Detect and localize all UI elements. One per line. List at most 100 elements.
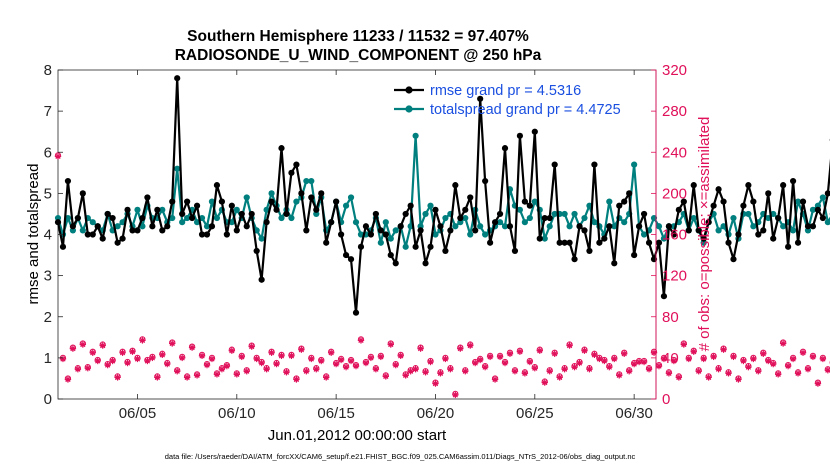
rmse-point: [99, 235, 106, 242]
obs-assimilated-point: [625, 368, 633, 375]
obs-assimilated-point: [536, 347, 543, 354]
rmse-point: [218, 198, 226, 205]
rmse-point: [159, 227, 166, 234]
rmse-point: [750, 198, 757, 205]
totalspread-point: [412, 132, 419, 139]
totalspread-point: [655, 223, 663, 230]
totalspread-point: [258, 235, 265, 242]
rmse-point: [730, 256, 737, 263]
obs-assimilated-point: [447, 365, 454, 373]
rmse-point: [129, 227, 136, 234]
rmse-point: [347, 256, 355, 263]
rmse-point: [342, 251, 350, 259]
rmse-point: [770, 235, 777, 242]
obs-assimilated-point: [755, 368, 762, 375]
rmse-point: [824, 190, 830, 197]
totalspread-point: [720, 223, 727, 230]
obs-assimilated-point: [819, 355, 827, 363]
y2-tick-label: 280: [662, 103, 687, 120]
x-axis: 06/05 06/10 06/15 06/20 06/25 06/30: [119, 70, 653, 422]
obs-assimilated-point: [496, 353, 504, 361]
rmse-point: [397, 223, 404, 230]
rmse-point: [243, 223, 250, 230]
obs-assimilated-point: [730, 353, 737, 361]
obs-assimilated-point: [178, 354, 186, 362]
obs-assimilated-point: [760, 350, 767, 357]
obs-assimilated-point: [303, 368, 310, 375]
obs-assimilated-point: [164, 360, 171, 368]
obs-assimilated-point: [814, 380, 822, 387]
rmse-point: [467, 194, 474, 201]
totalspread-point: [288, 214, 295, 222]
totalspread-point: [377, 239, 384, 246]
rmse-point: [417, 227, 424, 234]
rmse-point: [392, 260, 399, 267]
obs-assimilated-point: [293, 376, 300, 383]
obs-assimilated-point: [238, 353, 245, 361]
rmse-point: [685, 227, 692, 234]
obs-assimilated-point: [611, 355, 618, 363]
obs-assimilated-point: [581, 347, 588, 354]
obs-assimilated-point: [655, 362, 663, 370]
rmse-point: [238, 210, 245, 218]
totalspread-point: [591, 219, 598, 226]
rmse-point: [819, 214, 826, 222]
rmse-point: [725, 239, 732, 246]
obs-assimilated-point: [720, 346, 727, 353]
obs-assimilated-point: [685, 355, 692, 363]
totalspread-point: [392, 227, 399, 234]
rmse-point: [114, 239, 121, 246]
rmse-point: [213, 182, 221, 189]
obs-assimilated-point: [79, 341, 87, 348]
obs-assimilated-point: [109, 357, 116, 365]
y2-tick-label: 80: [662, 309, 679, 326]
rmse-point: [551, 161, 558, 168]
rmse-point: [109, 214, 116, 222]
obs-assimilated-point: [258, 359, 265, 367]
y-tick-label: 7: [44, 103, 52, 120]
obs-assimilated-point: [149, 354, 156, 362]
obs-assimilated-point: [357, 337, 365, 344]
x-tick-label: 06/05: [119, 405, 157, 422]
totalspread-point: [809, 206, 817, 213]
rmse-point: [293, 161, 300, 168]
rmse-point: [457, 214, 464, 222]
rmse-point: [69, 223, 77, 230]
rmse-point: [437, 223, 444, 230]
rmse-point: [308, 194, 315, 201]
obs-assimilated-point: [218, 365, 226, 373]
obs-assimilated-point: [342, 363, 350, 371]
rmse-point: [84, 231, 91, 238]
rmse-point: [482, 177, 489, 185]
totalspread-point: [174, 165, 181, 172]
rmse-point: [377, 227, 384, 234]
obs-assimilated-point: [228, 347, 236, 354]
obs-assimilated-point: [129, 348, 136, 355]
rmse-point: [516, 132, 524, 139]
obs-assimilated-point: [645, 365, 653, 373]
obs-assimilated-point: [472, 359, 479, 367]
obs-assimilated-point: [511, 368, 519, 375]
rmse-point: [442, 247, 449, 255]
obs-assimilated-point: [203, 361, 211, 369]
rmse-point: [814, 206, 822, 213]
totalspread-point: [89, 219, 96, 226]
obs-assimilated-point: [770, 360, 777, 368]
obs-assimilated-point: [437, 370, 444, 377]
obs-assimilated-point: [193, 372, 201, 379]
x-tick-label: 06/15: [317, 405, 355, 422]
rmse-point: [546, 214, 553, 222]
rmse-point: [298, 190, 305, 197]
rmse-point: [54, 219, 62, 226]
obs-assimilated-point: [457, 345, 464, 352]
obs-assimilated-point: [695, 368, 702, 375]
obs-assimilated-point: [352, 362, 360, 370]
obs-assimilated-point: [318, 357, 325, 365]
totalspread-point: [114, 223, 121, 230]
rmse-point: [268, 198, 275, 205]
obs-assimilated-point: [154, 374, 161, 381]
obs-assimilated-point: [54, 153, 62, 160]
rmse-point: [273, 206, 280, 213]
obs-assimilated-point: [710, 353, 717, 361]
rmse-point: [352, 309, 360, 316]
